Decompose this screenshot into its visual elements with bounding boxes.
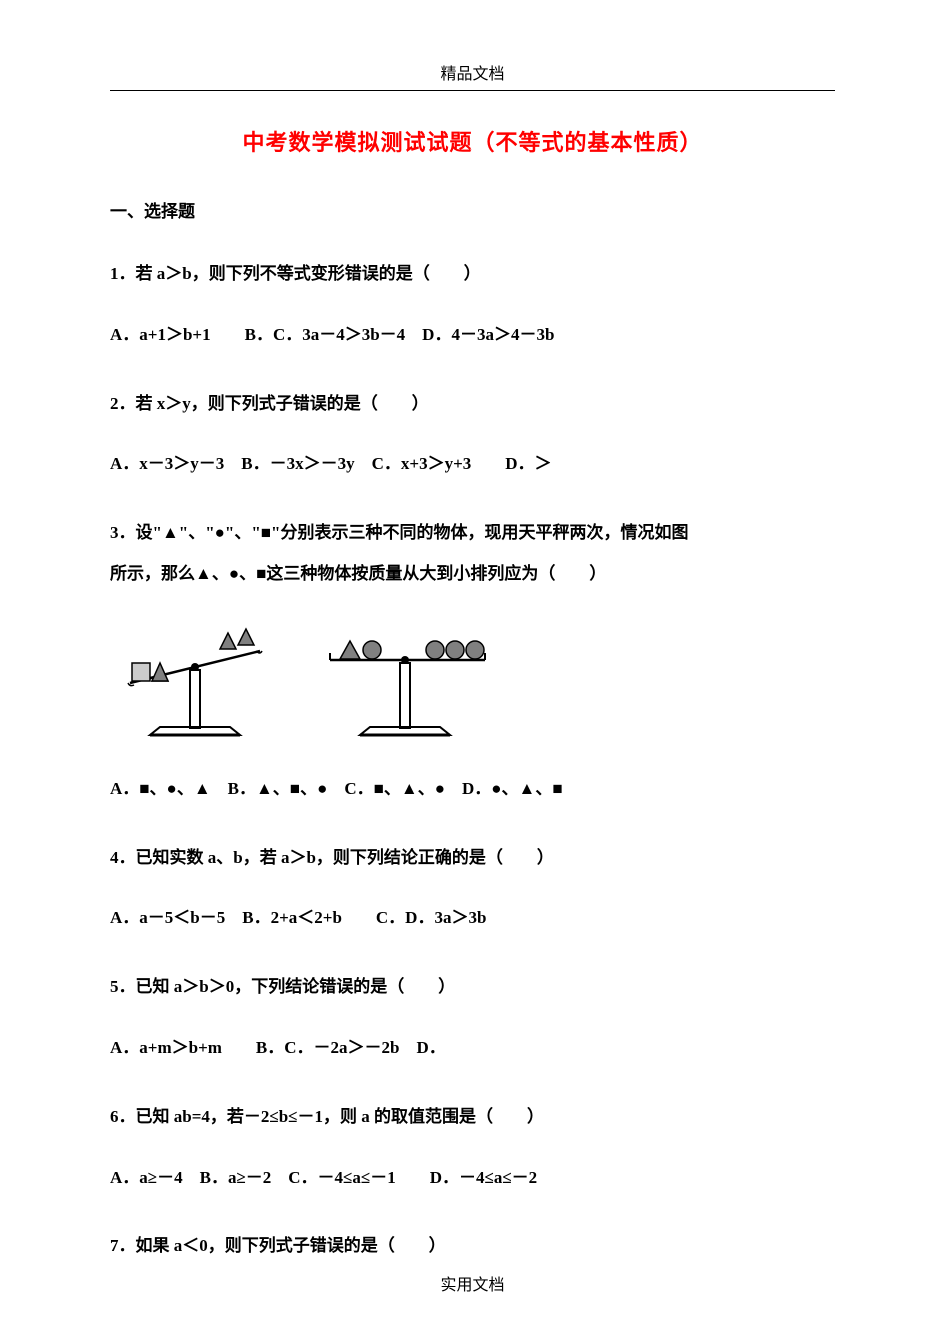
question-1-stem: 1．若 a＞b，则下列不等式变形错误的是（ ） (110, 254, 835, 295)
header-divider (110, 90, 835, 91)
question-3-stem-line1: 3．设"▲"、"●"、"■"分别表示三种不同的物体，现用天平秤两次，情况如图 (110, 513, 835, 554)
question-6-options: A．a≥－4 B．a≥－2 C．－4≤a≤－1 D．－4≤a≤－2 (110, 1158, 835, 1199)
question-1-options: A．a+1＞b+1 B．C．3a－4＞3b－4 D．4－3a＞4－3b (110, 315, 835, 356)
question-6-stem: 6．已知 ab=4，若－2≤b≤－1，则 a 的取值范围是（ ） (110, 1097, 835, 1138)
question-2-stem: 2．若 x＞y，则下列式子错误的是（ ） (110, 384, 835, 425)
question-5-stem: 5．已知 a＞b＞0，下列结论错误的是（ ） (110, 967, 835, 1008)
header-label: 精品文档 (110, 60, 835, 84)
balance-scale-level-icon (310, 615, 500, 745)
question-2-options: A．x－3＞y－3 B．－3x＞－3y C．x+3＞y+3 D．＞ (110, 444, 835, 485)
question-5-options: A．a+m＞b+m B．C．－2a＞－2b D． (110, 1028, 835, 1069)
question-4-stem: 4．已知实数 a、b，若 a＞b，则下列结论正确的是（ ） (110, 838, 835, 879)
document-page: 精品文档 中考数学模拟测试试题（不等式的基本性质） 一、选择题 1．若 a＞b，… (0, 0, 945, 1327)
balance-figure (110, 615, 835, 745)
question-7-stem: 7．如果 a＜0，则下列式子错误的是（ ） (110, 1226, 835, 1267)
question-3-options: A．■、●、▲ B．▲、■、● C．■、▲、● D．●、▲、■ (110, 769, 835, 810)
section-heading: 一、选择题 (110, 197, 835, 222)
question-3-stem-line2: 所示，那么▲、●、■这三种物体按质量从大到小排列应为（ ） (110, 554, 835, 595)
footer-label: 实用文档 (0, 1271, 945, 1295)
question-4-options: A．a－5＜b－5 B．2+a＜2+b C．D．3a＞3b (110, 898, 835, 939)
page-title: 中考数学模拟测试试题（不等式的基本性质） (110, 125, 835, 157)
balance-scale-tilted-icon (110, 615, 280, 745)
